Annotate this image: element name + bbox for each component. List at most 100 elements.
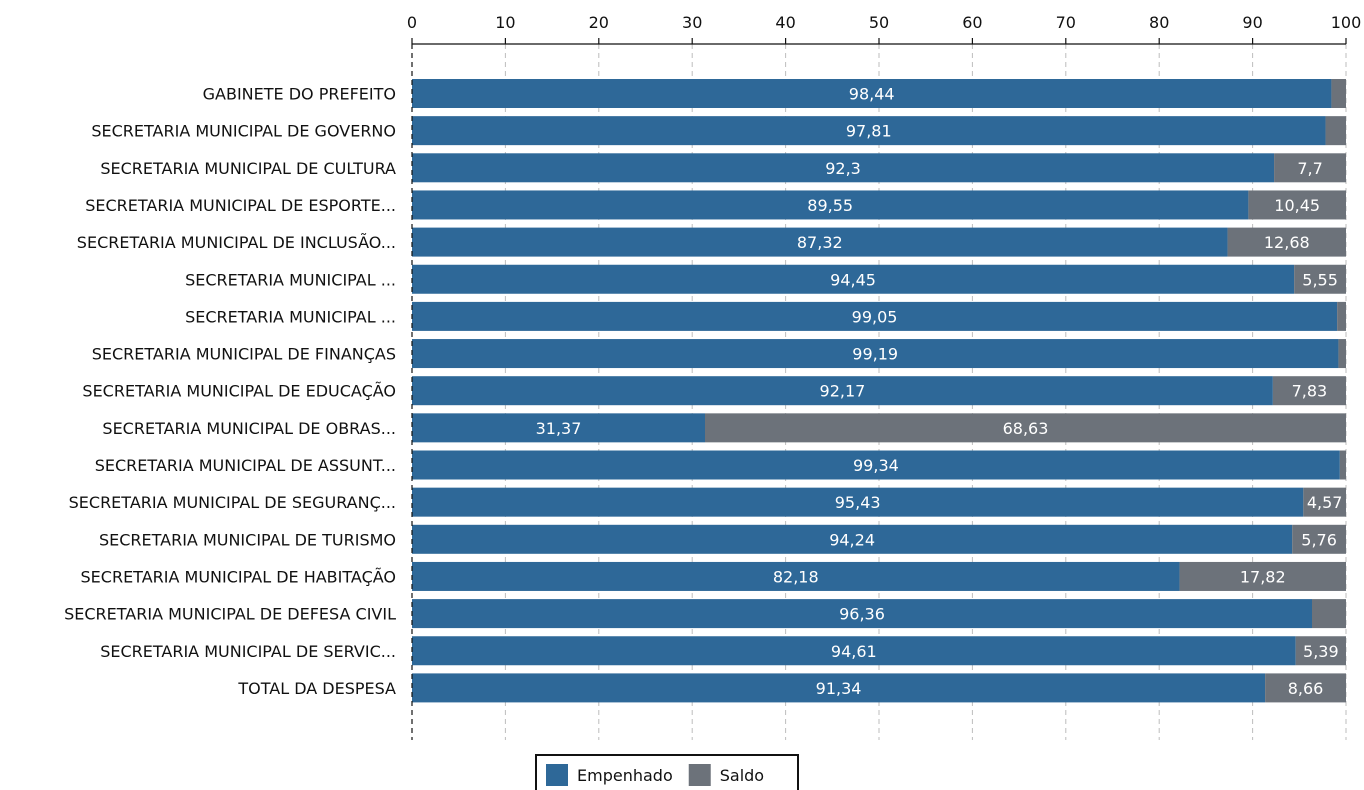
value-label-empenhado-2: 92,3 [825,159,861,178]
bar-empenhado-3 [412,190,1249,220]
category-label-2: SECRETARIA MUNICIPAL DE CULTURA [100,159,396,178]
legend-swatch-saldo [688,764,711,786]
category-label-6: SECRETARIA MUNICIPAL ... [185,307,396,326]
category-label-4: SECRETARIA MUNICIPAL DE INCLUSÃO... [77,233,396,252]
x-tick-label-40: 40 [775,13,795,32]
x-tick-label-70: 70 [1056,13,1076,32]
bar-empenhado-1 [412,116,1326,146]
value-label-empenhado-1: 97,81 [846,122,892,141]
bar-saldo-0 [1331,79,1346,108]
category-label-9: SECRETARIA MUNICIPAL DE OBRAS... [102,419,396,438]
value-label-saldo-2: 7,7 [1297,159,1322,178]
value-label-empenhado-10: 99,34 [853,456,899,475]
bar-empenhado-13 [412,561,1180,591]
value-label-empenhado-15: 94,61 [831,642,877,661]
bar-empenhado-8 [412,376,1273,406]
bar-saldo-8 [1272,376,1346,406]
bar-empenhado-14 [412,599,1313,629]
bar-empenhado-4 [412,227,1228,257]
category-label-13: SECRETARIA MUNICIPAL DE HABITAÇÃO [81,567,396,586]
bar-empenhado-5 [412,264,1295,294]
value-label-saldo-13: 17,82 [1240,567,1286,586]
value-label-empenhado-4: 87,32 [797,233,843,252]
bar-empenhado-2 [412,153,1275,183]
bar-saldo-6 [1337,301,1346,331]
category-label-14: SECRETARIA MUNICIPAL DE DEFESA CIVIL [64,605,396,624]
bar-saldo-12 [1292,524,1346,554]
bar-empenhado-11 [412,487,1304,517]
value-label-empenhado-11: 95,43 [835,493,881,512]
category-label-7: SECRETARIA MUNICIPAL DE FINANÇAS [92,345,396,364]
bar-saldo-15 [1295,636,1346,666]
value-label-saldo-8: 7,83 [1292,382,1328,401]
value-label-empenhado-0: 98,44 [849,85,895,104]
bar-empenhado-16 [412,673,1266,703]
value-label-empenhado-12: 94,24 [829,530,875,549]
category-label-10: SECRETARIA MUNICIPAL DE ASSUNT... [95,456,396,475]
value-label-empenhado-14: 96,36 [839,605,885,624]
x-tick-label-50: 50 [869,13,889,32]
legend-label-saldo: Saldo [720,766,764,785]
bar-empenhado-9 [412,413,705,443]
bars: 98,44 97,81 92,3 7,7 89,55 10,45 87,32 12,68 94,… [412,79,1346,703]
x-tick-label-80: 80 [1149,13,1169,32]
value-label-saldo-4: 12,68 [1264,233,1310,252]
bar-saldo-7 [1338,339,1346,369]
bar-empenhado-15 [412,636,1296,666]
category-label-8: SECRETARIA MUNICIPAL DE EDUCAÇÃO [82,382,396,401]
legend-label-empenhado: Empenhado [577,766,673,785]
value-label-empenhado-16: 91,34 [816,679,862,698]
x-tick-label-100: 100 [1331,13,1362,32]
x-tick-label-60: 60 [962,13,982,32]
x-axis: 0 10 20 30 40 50 60 70 80 90 100 [407,13,1361,740]
bar-saldo-14 [1312,599,1346,629]
category-label-0: GABINETE DO PREFEITO [203,85,396,104]
x-tick-label-20: 20 [589,13,609,32]
category-label-15: SECRETARIA MUNICIPAL DE SERVIC... [100,642,396,661]
value-label-empenhado-8: 92,17 [820,382,866,401]
value-label-empenhado-5: 94,45 [830,270,876,289]
bar-empenhado-12 [412,524,1293,554]
bar-saldo-3 [1248,190,1346,220]
value-label-saldo-15: 5,39 [1303,642,1339,661]
category-label-1: SECRETARIA MUNICIPAL DE GOVERNO [91,122,396,141]
value-label-saldo-3: 10,45 [1274,196,1320,215]
legend: Empenhado Saldo [535,754,799,790]
legend-swatch-empenhado [546,764,568,786]
category-label-5: SECRETARIA MUNICIPAL ... [185,270,396,289]
value-label-empenhado-13: 82,18 [773,567,819,586]
bar-saldo-5 [1294,264,1346,294]
bar-saldo-1 [1325,116,1346,146]
bar-empenhado-0 [412,79,1332,108]
legend-box [535,754,799,790]
x-tick-label-0: 0 [407,13,417,32]
bar-saldo-10 [1339,450,1346,480]
x-tick-label-10: 10 [495,13,515,32]
bar-saldo-9 [704,413,1346,443]
category-label-16: TOTAL DA DESPESA [237,679,396,698]
value-label-empenhado-6: 99,05 [852,307,898,326]
bar-saldo-2 [1274,153,1346,183]
category-label-12: SECRETARIA MUNICIPAL DE TURISMO [99,530,396,549]
value-label-empenhado-3: 89,55 [807,196,853,215]
bar-empenhado-10 [412,450,1340,480]
x-tick-label-30: 30 [682,13,702,32]
bar-empenhado-7 [412,339,1339,369]
value-label-empenhado-7: 99,19 [852,345,898,364]
bar-saldo-16 [1265,673,1346,703]
value-label-saldo-9: 68,63 [1003,419,1049,438]
value-label-saldo-16: 8,66 [1288,679,1324,698]
x-tick-label-90: 90 [1242,13,1262,32]
value-label-saldo-12: 5,76 [1301,530,1337,549]
value-label-saldo-11: 4,57 [1307,493,1343,512]
bar-saldo-11 [1303,487,1346,517]
bar-empenhado-6 [412,301,1338,331]
bar-saldo-4 [1227,227,1346,257]
value-label-saldo-5: 5,55 [1302,270,1338,289]
category-labels: GABINETE DO PREFEITO SECRETARIA MUNICIPAL… [64,85,396,698]
bar-saldo-13 [1179,561,1346,591]
value-label-empenhado-9: 31,37 [536,419,582,438]
category-label-11: SECRETARIA MUNICIPAL DE SEGURANÇ... [69,493,396,512]
category-label-3: SECRETARIA MUNICIPAL DE ESPORTE... [85,196,396,215]
